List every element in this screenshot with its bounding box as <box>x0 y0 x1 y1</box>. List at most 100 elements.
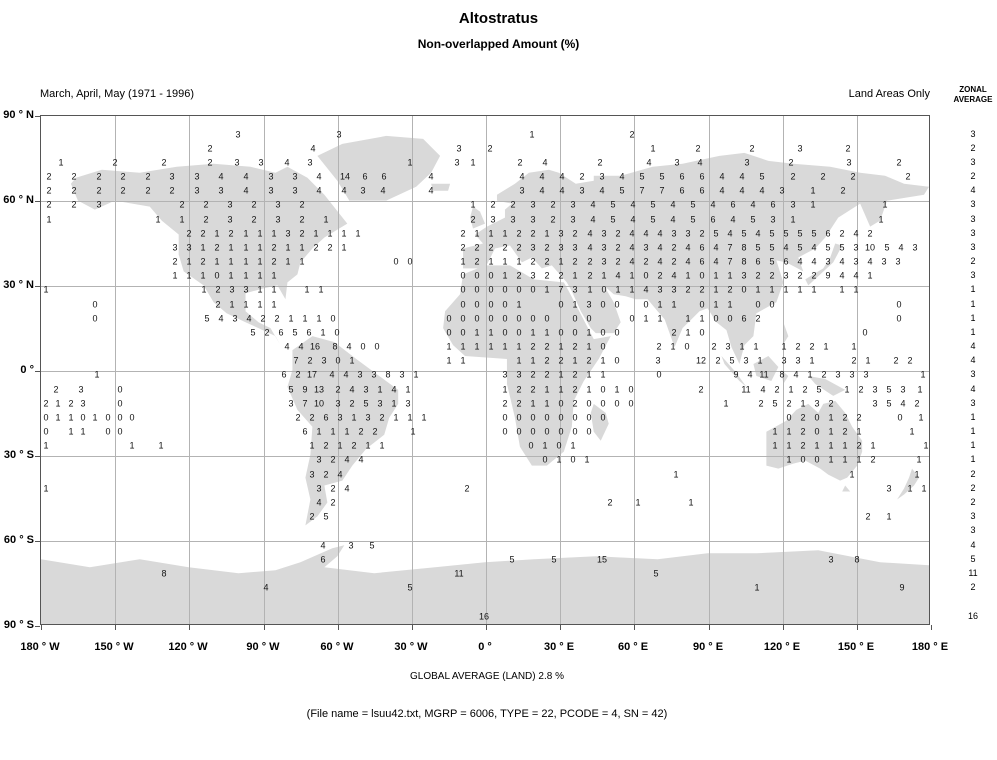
grid-cell-value: 2 <box>295 369 301 380</box>
grid-cell-value: 5 <box>653 568 659 579</box>
grid-cell-value: 0 <box>460 270 466 281</box>
grid-cell-value: 4 <box>747 369 753 380</box>
grid-cell-value: 0 <box>488 284 494 295</box>
iceland-landmass <box>431 183 451 191</box>
grid-cell-value: 2 <box>516 228 522 239</box>
grid-cell-value: 0 <box>502 327 508 338</box>
grid-cell-value: 4 <box>587 242 593 253</box>
grid-cell-value: 0 <box>460 327 466 338</box>
grid-cell-value: 1 <box>685 270 691 281</box>
grid-cell-value: 3 <box>456 143 462 154</box>
zonal-average-value: 1 <box>970 440 976 450</box>
grid-cell-value: 1 <box>474 341 480 352</box>
grid-cell-value: 0 <box>516 412 522 423</box>
grid-cell-value: 3 <box>895 256 901 267</box>
grid-cell-value: 3 <box>519 185 525 196</box>
longitude-tick-label: 60 ° E <box>617 641 649 653</box>
grid-cell-value: 7 <box>302 398 308 409</box>
grid-cell-value: 3 <box>530 270 536 281</box>
grid-cell-value: 2 <box>330 497 336 508</box>
grid-cell-value: 2 <box>858 384 864 395</box>
grid-cell-value: 5 <box>619 185 625 196</box>
grid-cell-value: 1 <box>914 469 920 480</box>
grid-cell-value: 0 <box>330 313 336 324</box>
grid-cell-value: 1 <box>614 384 620 395</box>
grid-cell-value: 2 <box>214 242 220 253</box>
grid-cell-value: 5 <box>323 511 329 522</box>
grid-cell-value: 11 <box>741 384 751 395</box>
grid-cell-value: 4 <box>759 185 765 196</box>
grid-cell-value: 3 <box>783 270 789 281</box>
grid-cell-value: 4 <box>316 185 322 196</box>
grid-cell-value: 0 <box>530 412 536 423</box>
grid-cell-value: 2 <box>711 341 717 352</box>
latitude-tick <box>35 541 40 542</box>
grid-cell-value: 2 <box>96 185 102 196</box>
grid-cell-value: 2 <box>460 228 466 239</box>
grid-cell-value: 4 <box>811 242 817 253</box>
grid-cell-value: 11 <box>759 369 769 380</box>
grid-cell-value: 2 <box>502 242 508 253</box>
grid-cell-value: 1 <box>844 384 850 395</box>
latitude-tick <box>35 201 40 202</box>
grid-cell-value: 2 <box>53 384 59 395</box>
grid-cell-value: 0 <box>896 313 902 324</box>
eurasia-landmass <box>463 152 929 365</box>
grid-cell-value: 2 <box>800 440 806 451</box>
grid-cell-value: 0 <box>335 355 341 366</box>
grid-cell-value: 2 <box>615 228 621 239</box>
grid-cell-value: 2 <box>671 327 677 338</box>
grid-cell-value: 3 <box>790 199 796 210</box>
grid-cell-value: 4 <box>739 185 745 196</box>
grid-cell-value: 5 <box>884 242 890 253</box>
grid-cell-value: 2 <box>870 454 876 465</box>
grid-cell-value: 2 <box>358 426 364 437</box>
grid-cell-value: 2 <box>309 511 315 522</box>
longitude-tick <box>931 625 932 630</box>
longitude-tick <box>486 625 487 630</box>
grid-cell-value: 5 <box>783 228 789 239</box>
grid-cell-value: 1 <box>842 454 848 465</box>
grid-cell-value: 3 <box>579 185 585 196</box>
grid-cell-value: 6 <box>679 185 685 196</box>
grid-cell-value: 2 <box>295 412 301 423</box>
grid-cell-value: 1 <box>849 469 855 480</box>
grid-cell-value: 2 <box>200 256 206 267</box>
grid-cell-value: 0 <box>656 369 662 380</box>
grid-cell-value: 4 <box>710 199 716 210</box>
grid-cell-value: 1 <box>257 284 263 295</box>
grid-cell-value: 1 <box>172 270 178 281</box>
grid-cell-value: 2 <box>597 157 603 168</box>
grid-cell-value: 2 <box>510 199 516 210</box>
grid-cell-value: 1 <box>570 440 576 451</box>
grid-cell-value: 3 <box>725 341 731 352</box>
grid-cell-value: 1 <box>129 440 135 451</box>
grid-cell-value: 2 <box>200 228 206 239</box>
grid-cell-value: 1 <box>918 412 924 423</box>
grid-cell-value: 1 <box>446 355 452 366</box>
grid-cell-value: 1 <box>43 483 49 494</box>
grid-cell-value: 0 <box>769 299 775 310</box>
grid-cell-value: 0 <box>43 426 49 437</box>
grid-cell-value: 3 <box>671 284 677 295</box>
grid-cell-value: 3 <box>243 284 249 295</box>
grid-cell-value: 2 <box>186 228 192 239</box>
grid-cell-value: 1 <box>460 341 466 352</box>
grid-cell-value: 4 <box>670 214 676 225</box>
grid-cell-value: 0 <box>502 299 508 310</box>
grid-cell-value: 1 <box>200 270 206 281</box>
grid-cell-value: 1 <box>94 369 100 380</box>
grid-cell-value: 3 <box>96 199 102 210</box>
grid-cell-value: 0 <box>600 412 606 423</box>
longitude-tick-label: 30 ° E <box>543 641 575 653</box>
grid-cell-value: 4 <box>643 228 649 239</box>
grid-cell-value: 3 <box>377 398 383 409</box>
zonal-average-value: 11 <box>968 568 978 578</box>
grid-cell-value: 2 <box>685 284 691 295</box>
zonal-average-value: 4 <box>970 384 976 394</box>
australia-landmass <box>766 400 863 481</box>
grid-cell-value: 11 <box>454 568 464 579</box>
longitude-tick-label: 90 ° W <box>246 641 280 653</box>
grid-cell-value: 5 <box>741 228 747 239</box>
meridian-gridline <box>338 116 339 624</box>
